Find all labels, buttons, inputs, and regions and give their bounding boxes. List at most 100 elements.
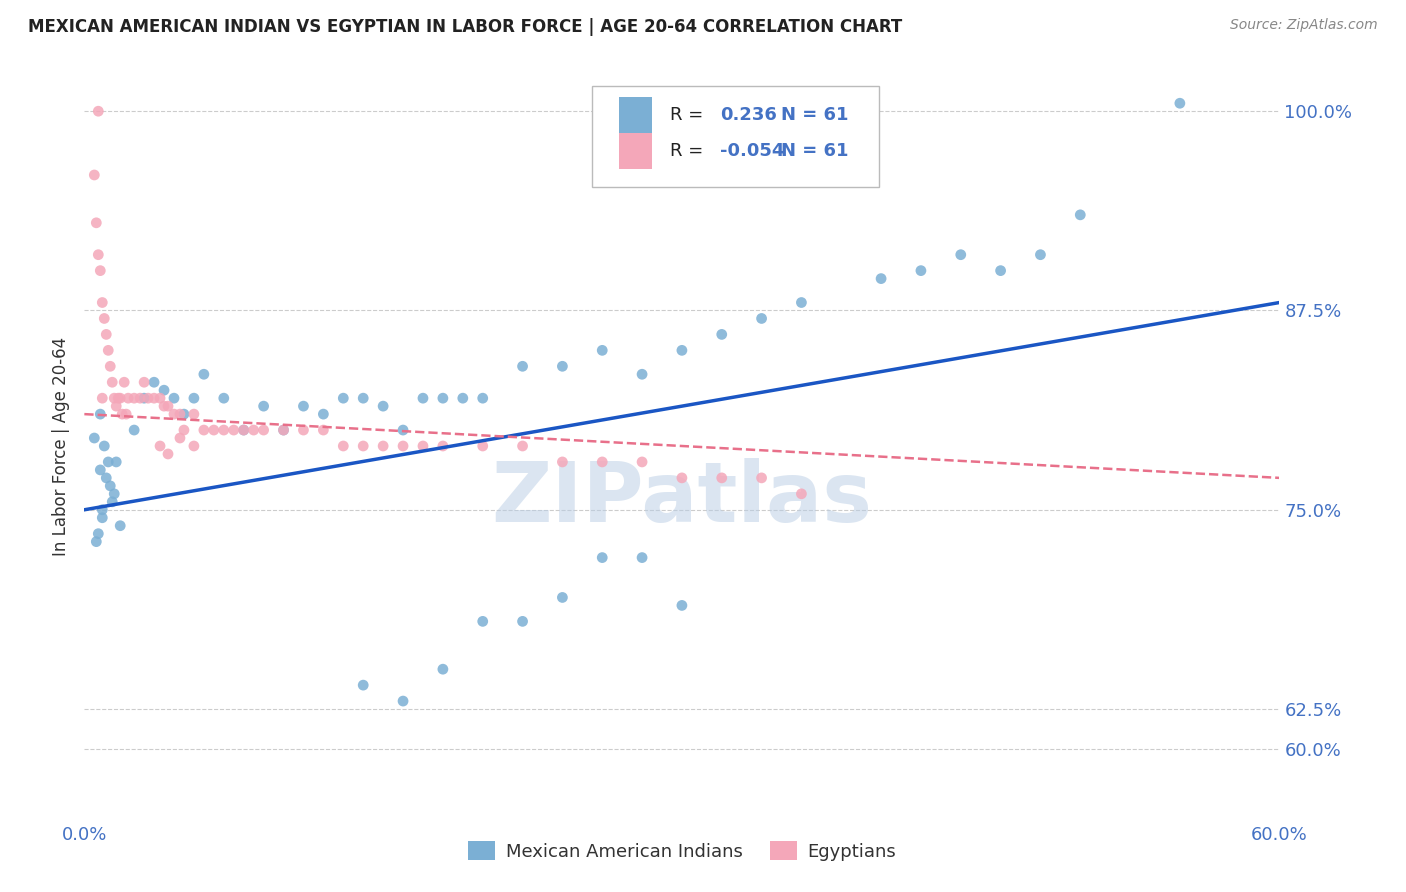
Text: R =: R = xyxy=(671,106,709,124)
Point xyxy=(392,694,415,708)
Point xyxy=(1069,208,1091,222)
Point xyxy=(910,263,932,277)
Point xyxy=(751,471,773,485)
Point xyxy=(671,343,693,358)
Point xyxy=(105,455,128,469)
Y-axis label: In Labor Force | Age 20-64: In Labor Force | Age 20-64 xyxy=(52,336,70,556)
Point xyxy=(112,376,135,390)
Point xyxy=(183,407,205,421)
Point xyxy=(591,343,613,358)
Point xyxy=(143,391,166,405)
Point xyxy=(117,391,139,405)
Point xyxy=(87,104,110,119)
Point xyxy=(91,502,114,516)
Point xyxy=(97,455,120,469)
Point xyxy=(157,399,180,413)
Point xyxy=(373,399,395,413)
FancyBboxPatch shape xyxy=(592,87,879,187)
Point xyxy=(551,359,574,374)
Point xyxy=(93,439,115,453)
Point xyxy=(392,439,415,453)
Point xyxy=(671,471,693,485)
Text: N = 61: N = 61 xyxy=(782,106,849,124)
Point xyxy=(990,263,1012,277)
Point xyxy=(87,526,110,541)
Point xyxy=(101,495,124,509)
Point xyxy=(83,431,105,445)
Point xyxy=(1168,96,1191,111)
Point xyxy=(173,407,195,421)
Point xyxy=(153,399,176,413)
Point xyxy=(149,439,172,453)
Text: -0.054: -0.054 xyxy=(720,142,785,160)
Point xyxy=(631,550,654,565)
Point xyxy=(97,343,120,358)
Point xyxy=(103,391,125,405)
Point xyxy=(273,423,295,437)
Point xyxy=(212,423,235,437)
Point xyxy=(471,439,494,453)
Point xyxy=(183,439,205,453)
Point xyxy=(551,455,574,469)
Point xyxy=(512,615,534,629)
Point xyxy=(110,518,132,533)
Text: N = 61: N = 61 xyxy=(782,142,849,160)
Point xyxy=(332,439,354,453)
Point xyxy=(392,423,415,437)
Point xyxy=(136,391,159,405)
Point xyxy=(132,391,156,405)
Text: R =: R = xyxy=(671,142,709,160)
Point xyxy=(129,391,152,405)
Point xyxy=(471,391,494,405)
Text: ZIPatlas: ZIPatlas xyxy=(492,458,872,539)
Point xyxy=(183,391,205,405)
Point xyxy=(105,399,128,413)
Point xyxy=(790,295,813,310)
Point xyxy=(149,391,172,405)
Point xyxy=(949,248,972,262)
Point xyxy=(169,407,191,421)
Text: MEXICAN AMERICAN INDIAN VS EGYPTIAN IN LABOR FORCE | AGE 20-64 CORRELATION CHART: MEXICAN AMERICAN INDIAN VS EGYPTIAN IN L… xyxy=(28,18,903,36)
Point xyxy=(710,327,733,342)
Point xyxy=(107,391,129,405)
Point xyxy=(451,391,474,405)
Point xyxy=(163,407,186,421)
Point xyxy=(751,311,773,326)
Point xyxy=(115,407,138,421)
Point xyxy=(193,423,215,437)
Point xyxy=(1029,248,1052,262)
Point xyxy=(551,591,574,605)
Point xyxy=(169,431,191,445)
Point xyxy=(91,391,114,405)
Point xyxy=(91,510,114,524)
Point xyxy=(157,447,180,461)
Point xyxy=(163,391,186,405)
Point xyxy=(332,391,354,405)
Point xyxy=(93,311,115,326)
Point xyxy=(273,423,295,437)
Point xyxy=(432,391,454,405)
Point xyxy=(312,423,335,437)
Point xyxy=(96,471,118,485)
Point xyxy=(292,423,315,437)
Point xyxy=(432,662,454,676)
Point xyxy=(591,550,613,565)
Point xyxy=(153,383,176,397)
Point xyxy=(352,391,374,405)
Point xyxy=(471,615,494,629)
Point xyxy=(790,487,813,501)
Point xyxy=(242,423,264,437)
Point xyxy=(671,599,693,613)
Point xyxy=(86,216,108,230)
Point xyxy=(89,263,111,277)
Point xyxy=(103,487,125,501)
Point xyxy=(373,439,395,453)
Point xyxy=(89,463,111,477)
Point xyxy=(631,368,654,382)
Point xyxy=(222,423,245,437)
Text: 0.236: 0.236 xyxy=(720,106,778,124)
Point xyxy=(512,359,534,374)
Point xyxy=(253,399,276,413)
Point xyxy=(173,423,195,437)
Point xyxy=(96,327,118,342)
